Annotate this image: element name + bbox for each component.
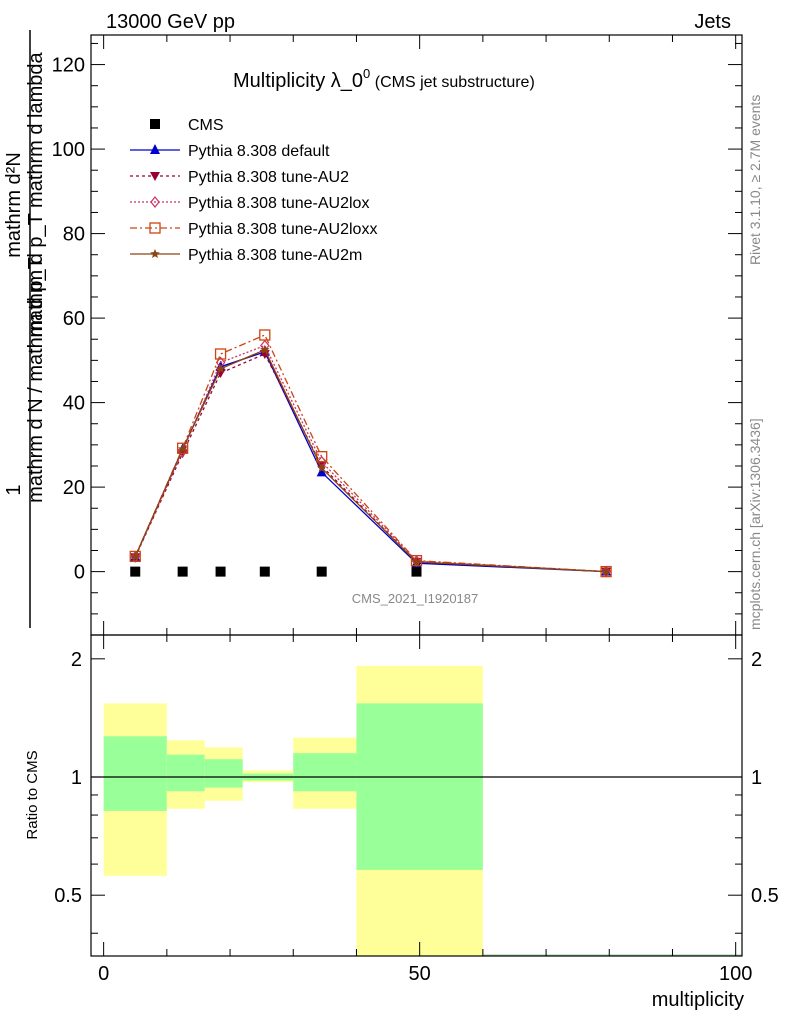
legend: CMS Pythia 8.308 default Pythia 8.308 tune… bbox=[130, 117, 377, 264]
ratio-plot: 0 50 100 0.5 0.5 1 1 2 2 bbox=[54, 634, 779, 985]
title-main: Multiplicity λ_0 bbox=[233, 70, 363, 92]
data-point bbox=[130, 551, 140, 561]
y-tick-label: 100 bbox=[52, 139, 85, 161]
legend-label: Pythia 8.308 tune-AU2lox bbox=[188, 195, 369, 212]
series-line-5 bbox=[134, 348, 607, 573]
rivet-label: Rivet 3.1.10, ≥ 2.7M events bbox=[747, 95, 763, 265]
ratio-inner-band-2 bbox=[204, 759, 243, 788]
data-point bbox=[177, 444, 188, 454]
ratio-y-tick-label-right: 1 bbox=[751, 767, 762, 789]
ratio-ylabel: Ratio to CMS bbox=[24, 750, 41, 839]
data-point bbox=[177, 566, 188, 577]
x-tick-label: 50 bbox=[409, 963, 431, 985]
legend-label: Pythia 8.308 tune-AU2loxx bbox=[188, 221, 377, 238]
ylabel-numerator: mathrm d²N bbox=[3, 152, 25, 258]
series-2 bbox=[130, 350, 612, 577]
y-tick-label: 120 bbox=[52, 55, 85, 77]
legend-marker bbox=[150, 144, 160, 154]
energy-label: 13000 GeV pp bbox=[106, 11, 235, 33]
data-point bbox=[215, 363, 226, 373]
process-label: Jets bbox=[694, 11, 731, 33]
ratio-y-tick-label: 1 bbox=[71, 767, 82, 789]
y-tick-label: 60 bbox=[63, 308, 85, 330]
data-point bbox=[411, 566, 422, 577]
ratio-y-tick-label-right: 2 bbox=[751, 649, 762, 671]
data-point bbox=[410, 554, 423, 567]
ratio-frame bbox=[90, 634, 743, 957]
ylabel-prefix: 1 bbox=[3, 484, 25, 495]
series-line-4 bbox=[134, 334, 607, 573]
main-ylabel: 1 mathrm d N / mathrm d p_T mathrm d²N m… bbox=[3, 30, 47, 628]
series-line-2 bbox=[134, 353, 607, 573]
series-line-3 bbox=[134, 344, 607, 573]
legend-marker bbox=[150, 196, 160, 208]
data-point bbox=[260, 344, 270, 354]
legend-label: Pythia 8.308 default bbox=[188, 143, 330, 160]
legend-marker bbox=[150, 172, 160, 181]
x-tick-label: 0 bbox=[98, 963, 109, 985]
series-line-1 bbox=[134, 351, 607, 573]
title-sup: 0 bbox=[363, 66, 370, 81]
series-3 bbox=[130, 339, 611, 578]
data-point bbox=[215, 566, 226, 577]
data-point bbox=[316, 566, 327, 577]
ratio-y-tick-label-right: 0.5 bbox=[751, 885, 779, 907]
data-point bbox=[129, 550, 141, 563]
data-point bbox=[259, 329, 271, 341]
data-point bbox=[214, 348, 227, 360]
legend-label: Pythia 8.308 tune-AU2 bbox=[188, 169, 349, 186]
y-tick-label: 40 bbox=[63, 393, 85, 415]
main-plot: 0 20 40 60 80 100 120 bbox=[52, 34, 743, 636]
mcplots-label: mcplots.cern.ch [arXiv:1306.3436] bbox=[747, 418, 763, 630]
xlabel: multiplicity bbox=[652, 989, 744, 1011]
series-4 bbox=[129, 329, 612, 578]
legend-marker bbox=[150, 249, 160, 259]
series-1 bbox=[130, 345, 612, 576]
svg-text:Multiplicity λ_00 (CMS jet sub: Multiplicity λ_00 (CMS jet substructure) bbox=[233, 66, 535, 92]
series-0 bbox=[130, 566, 422, 577]
ratio-inner-band-0 bbox=[103, 736, 167, 811]
ratio-y-tick-label: 0.5 bbox=[54, 885, 82, 907]
y-tick-label: 20 bbox=[63, 477, 85, 499]
data-point bbox=[259, 566, 270, 577]
ratio-inner-band-4 bbox=[293, 753, 357, 792]
ylabel-denominator: mathrm d p_T mathrm d lambda bbox=[25, 51, 47, 337]
data-point bbox=[130, 566, 141, 577]
legend-label: CMS bbox=[188, 117, 224, 134]
legend-label: Pythia 8.308 tune-AU2m bbox=[188, 247, 362, 264]
legend-marker bbox=[150, 119, 160, 129]
series-5 bbox=[130, 344, 611, 576]
data-point bbox=[601, 566, 611, 576]
title-subtitle: (CMS jet substructure) bbox=[375, 74, 535, 91]
data-point bbox=[176, 442, 189, 454]
ratio-inner-band-1 bbox=[166, 754, 205, 792]
y-tick-label: 80 bbox=[63, 224, 85, 246]
data-point bbox=[411, 556, 422, 566]
y-tick-label: 0 bbox=[74, 562, 85, 584]
ratio-y-tick-label: 2 bbox=[71, 649, 82, 671]
data-point bbox=[177, 445, 188, 458]
legend-marker bbox=[149, 222, 161, 234]
x-tick-label: 100 bbox=[719, 963, 752, 985]
chart-title: Multiplicity λ_00 (CMS jet substructure) bbox=[233, 66, 535, 92]
data-point bbox=[316, 463, 327, 473]
analysis-watermark: CMS_2021_I1920187 bbox=[352, 591, 479, 606]
data-point bbox=[316, 466, 327, 477]
ratio-inner-band-5 bbox=[356, 703, 483, 870]
